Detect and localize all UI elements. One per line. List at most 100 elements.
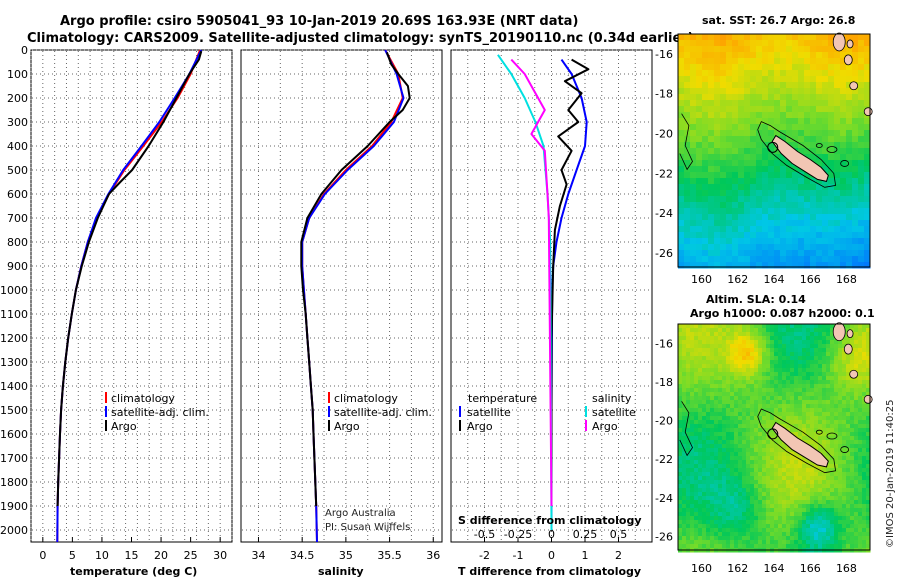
map-cell bbox=[710, 432, 715, 437]
map-cell bbox=[726, 412, 731, 417]
map-cell bbox=[806, 416, 811, 421]
map-cell bbox=[858, 360, 863, 365]
map-cell bbox=[864, 130, 871, 137]
map-cell bbox=[690, 400, 695, 405]
map-cell bbox=[690, 396, 695, 401]
map-cell bbox=[830, 500, 835, 505]
map-cell bbox=[686, 360, 691, 365]
map-cell bbox=[718, 504, 723, 509]
map-cell bbox=[678, 468, 683, 473]
map-cell bbox=[730, 468, 735, 473]
map-cell bbox=[780, 160, 787, 167]
map-cell bbox=[814, 520, 819, 525]
map-cell bbox=[682, 532, 687, 537]
map-cell bbox=[830, 532, 835, 537]
map-cell bbox=[830, 352, 835, 357]
map-cell bbox=[746, 388, 751, 393]
map-cell bbox=[792, 202, 799, 209]
map-cell bbox=[678, 460, 683, 465]
map-cell bbox=[730, 356, 735, 361]
map-cell bbox=[846, 444, 851, 449]
map-cell bbox=[746, 372, 751, 377]
map-cell bbox=[780, 136, 787, 143]
map-cell bbox=[742, 332, 747, 337]
map-cell bbox=[706, 500, 711, 505]
map-cell bbox=[864, 64, 871, 71]
map-cell bbox=[684, 190, 691, 197]
map-cell bbox=[722, 520, 727, 525]
map-cell bbox=[804, 118, 811, 125]
map-cell bbox=[838, 452, 843, 457]
map-cell bbox=[694, 420, 699, 425]
map-cell bbox=[834, 516, 839, 521]
map-cell bbox=[846, 468, 851, 473]
map-cell bbox=[822, 384, 827, 389]
map-cell bbox=[684, 196, 691, 203]
map-cell bbox=[684, 40, 691, 47]
map-cell bbox=[738, 238, 745, 245]
map-cell bbox=[834, 190, 841, 197]
map-cell bbox=[806, 544, 811, 549]
map-cell bbox=[838, 352, 843, 357]
map-cell bbox=[770, 364, 775, 369]
map-cell bbox=[790, 492, 795, 497]
map-cell bbox=[742, 348, 747, 353]
map-cell bbox=[750, 380, 755, 385]
map-cell bbox=[822, 364, 827, 369]
map-cell bbox=[774, 528, 779, 533]
map-cell bbox=[696, 262, 703, 269]
map-cell bbox=[762, 416, 767, 421]
map-cell bbox=[852, 64, 859, 71]
s-difference-ticks: -0.5 -0.25 0 0.25 0.5 bbox=[474, 528, 627, 541]
map-cell bbox=[750, 456, 755, 461]
map-cell bbox=[862, 500, 867, 505]
map-cell bbox=[850, 444, 855, 449]
map-cell bbox=[828, 214, 835, 221]
map-cell bbox=[734, 428, 739, 433]
map-cell bbox=[794, 396, 799, 401]
map-cell bbox=[718, 528, 723, 533]
map-cell bbox=[792, 76, 799, 83]
map-cell bbox=[804, 46, 811, 53]
map-cell bbox=[696, 142, 703, 149]
map-cell bbox=[690, 166, 697, 173]
map-cell bbox=[686, 460, 691, 465]
map-cell bbox=[744, 190, 751, 197]
map-cell bbox=[686, 328, 691, 333]
map-cell bbox=[732, 46, 739, 53]
map-cell bbox=[706, 380, 711, 385]
map-cell bbox=[690, 468, 695, 473]
map-cell bbox=[866, 540, 871, 545]
map-cell bbox=[720, 160, 727, 167]
map-cell bbox=[802, 544, 807, 549]
map-cell bbox=[798, 400, 803, 405]
map-cell bbox=[698, 404, 703, 409]
map-cell bbox=[798, 348, 803, 353]
map-cell bbox=[742, 544, 747, 549]
map-cell bbox=[682, 384, 687, 389]
map-cell bbox=[766, 336, 771, 341]
legend-t-satellite-swatch bbox=[459, 406, 461, 417]
map-cell bbox=[710, 440, 715, 445]
map-cell bbox=[766, 396, 771, 401]
map-cell bbox=[758, 328, 763, 333]
map-cell bbox=[742, 396, 747, 401]
map-cell bbox=[744, 250, 751, 257]
map-cell bbox=[714, 468, 719, 473]
map-cell bbox=[852, 106, 859, 113]
map-cell bbox=[854, 420, 859, 425]
map-cell bbox=[834, 428, 839, 433]
map-cell bbox=[714, 460, 719, 465]
map-cell bbox=[698, 512, 703, 517]
x-tick-label: 15 bbox=[125, 549, 139, 562]
map-cell bbox=[798, 360, 803, 365]
map-cell bbox=[834, 532, 839, 537]
map-cell bbox=[750, 480, 755, 485]
map-cell bbox=[862, 540, 867, 545]
map-cell bbox=[754, 468, 759, 473]
map-cell bbox=[732, 166, 739, 173]
map-cell bbox=[854, 504, 859, 509]
map-cell bbox=[846, 184, 853, 191]
map-cell bbox=[780, 250, 787, 257]
lat-tick-label: -20 bbox=[655, 415, 673, 428]
